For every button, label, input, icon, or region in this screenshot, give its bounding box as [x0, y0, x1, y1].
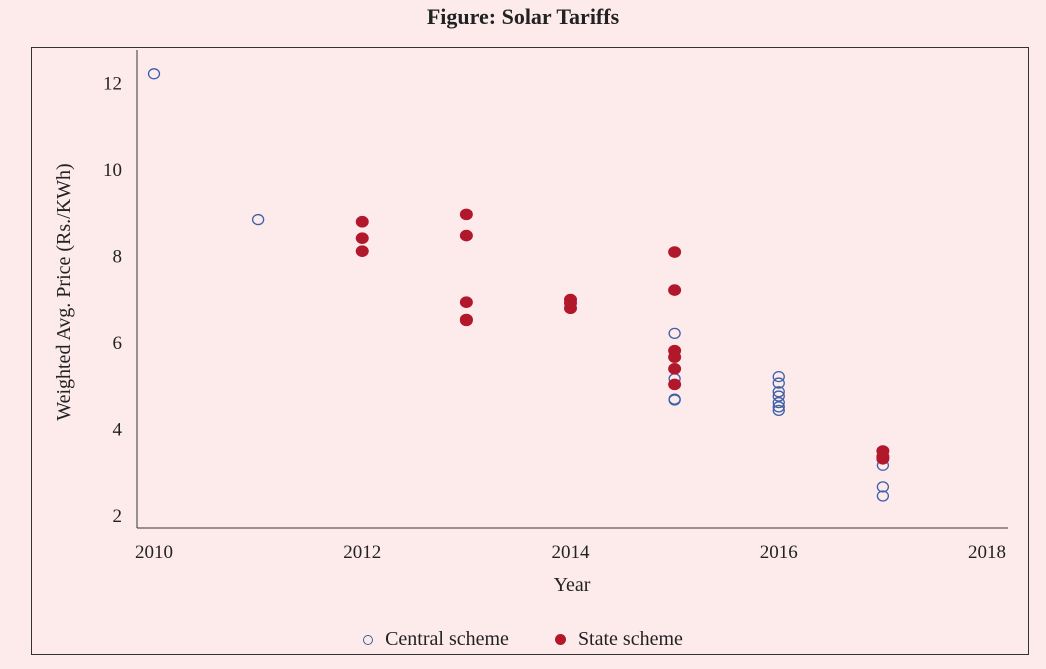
- x-ticks: 2010 2012 2014 2016 2018: [135, 542, 1006, 563]
- legend-label-state: State scheme: [577, 628, 683, 650]
- state-scheme-point: [876, 452, 890, 465]
- legend-item-central: Central scheme: [363, 628, 509, 651]
- y-tick-label: 12: [103, 73, 122, 94]
- central-scheme-point: [147, 68, 161, 80]
- legend-item-state: State scheme: [554, 628, 683, 651]
- legend: Central scheme State scheme: [0, 628, 1046, 651]
- chart-title: Figure: Solar Tariffs: [426, 4, 620, 29]
- y-tick-label: 8: [113, 246, 123, 267]
- central-scheme-point: [668, 394, 681, 406]
- y-tick-label: 6: [113, 333, 123, 354]
- central-scheme-point: [772, 401, 785, 413]
- x-tick-label: 2014: [552, 542, 591, 563]
- legend-marker-central: [363, 634, 374, 645]
- central-scheme-point: [251, 213, 265, 226]
- state-scheme-point: [459, 208, 473, 221]
- state-scheme-point: [564, 302, 577, 315]
- chart-frame: [31, 47, 1029, 655]
- central-scheme-point: [772, 386, 785, 398]
- y-tick-label: 10: [103, 160, 122, 181]
- x-tick-label: 2018: [968, 542, 1006, 563]
- central-scheme-point: [876, 481, 890, 493]
- legend-label-central: Central scheme: [385, 628, 509, 650]
- state-scheme-point: [668, 284, 682, 296]
- state-scheme-point: [459, 314, 473, 327]
- central-scheme-point: [772, 377, 785, 389]
- y-tick-label: 4: [113, 420, 123, 441]
- state-scheme-point: [459, 229, 473, 242]
- y-ticks: 2 4 6 8 10 12: [103, 73, 123, 527]
- x-tick-label: 2012: [343, 542, 381, 563]
- central-scheme-point: [876, 490, 890, 502]
- state-scheme-point: [668, 246, 682, 258]
- central-scheme-point: [668, 327, 681, 339]
- central-scheme-point: [772, 404, 785, 416]
- axes: [136, 50, 1008, 529]
- state-scheme-point: [668, 363, 682, 375]
- central-scheme-point: [772, 370, 785, 383]
- state-scheme-point: [668, 378, 682, 391]
- legend-marker-state: [554, 634, 566, 645]
- x-tick-label: 2016: [760, 542, 798, 563]
- state-scheme-point: [355, 232, 369, 244]
- data-points: [147, 68, 890, 502]
- state-scheme-point: [355, 245, 369, 257]
- central-scheme-point: [772, 396, 785, 409]
- x-axis-label: Year: [554, 574, 591, 596]
- y-tick-label: 2: [113, 506, 123, 527]
- x-tick-label: 2010: [135, 542, 173, 563]
- y-axis-label: Weighted Avg. Price (Rs./KWh): [53, 163, 75, 420]
- central-scheme-point: [772, 390, 785, 402]
- state-scheme-point: [668, 351, 682, 363]
- state-scheme-point: [355, 215, 369, 228]
- state-scheme-point: [459, 296, 473, 308]
